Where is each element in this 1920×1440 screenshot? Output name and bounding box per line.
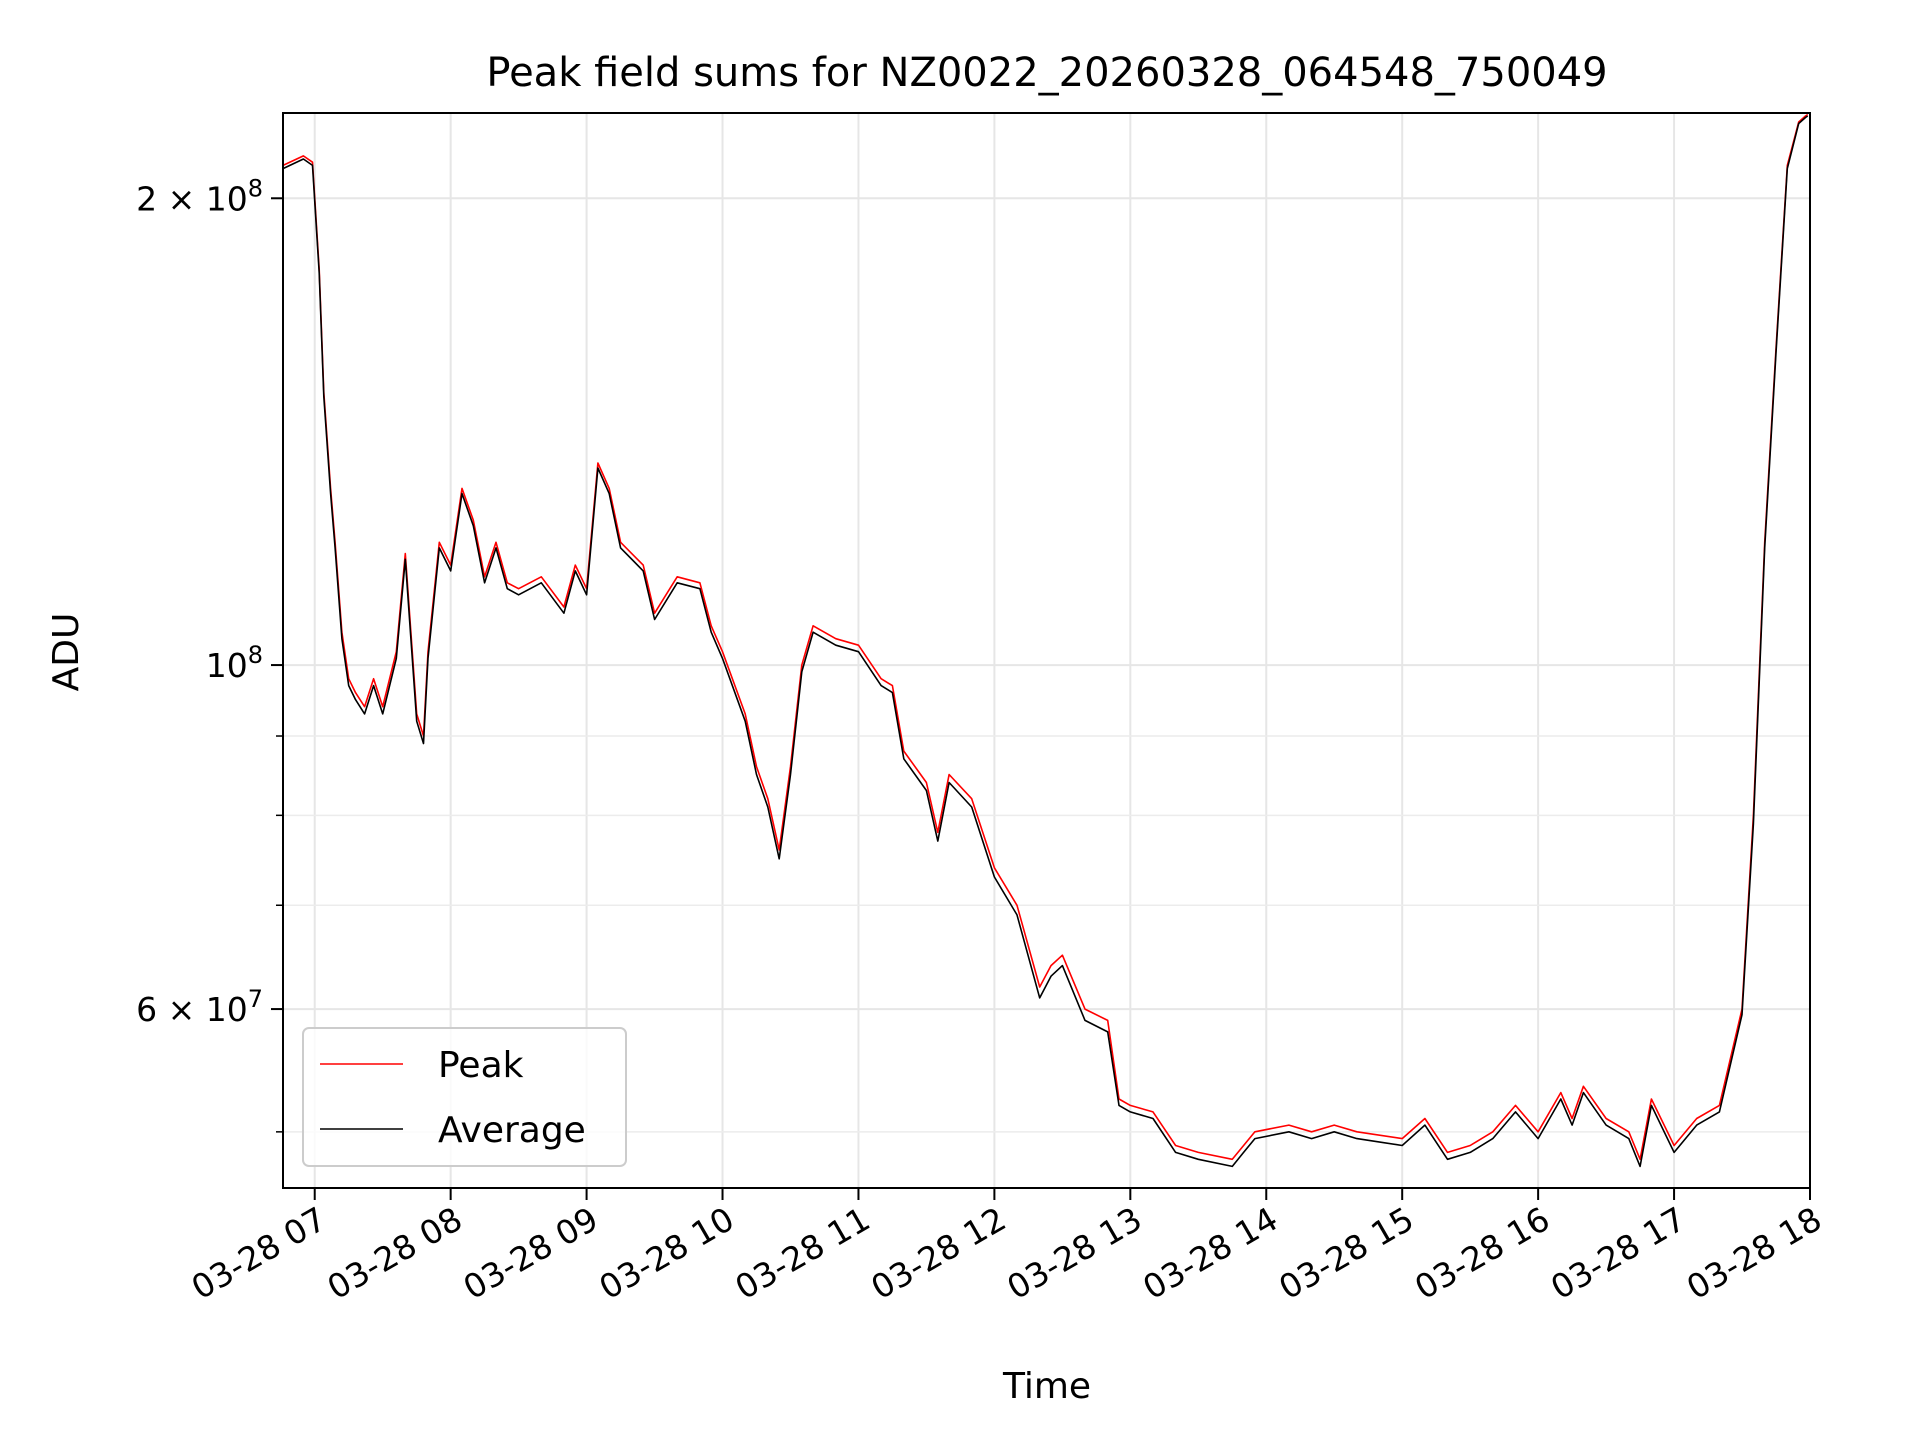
series-lines — [282, 113, 1809, 1168]
grid-lines — [283, 113, 1811, 1188]
series-line-average — [282, 115, 1809, 1168]
plot-frame — [282, 112, 1811, 1189]
legend-box — [302, 1027, 627, 1167]
legend-average-label: Average — [438, 1110, 586, 1151]
x-axis-label: Time — [1002, 1366, 1091, 1407]
y-tick-label: 108 — [206, 641, 263, 685]
y-tick-label: 6 × 107 — [136, 985, 263, 1029]
legend-peak-label: Peak — [438, 1045, 524, 1086]
y-tick-label: 2 × 108 — [136, 174, 263, 218]
y-axis-label: ADU — [46, 613, 87, 692]
legend: Peak Average — [302, 1027, 627, 1167]
chart-title: Peak field sums for NZ0022_20260328_0645… — [486, 50, 1607, 96]
